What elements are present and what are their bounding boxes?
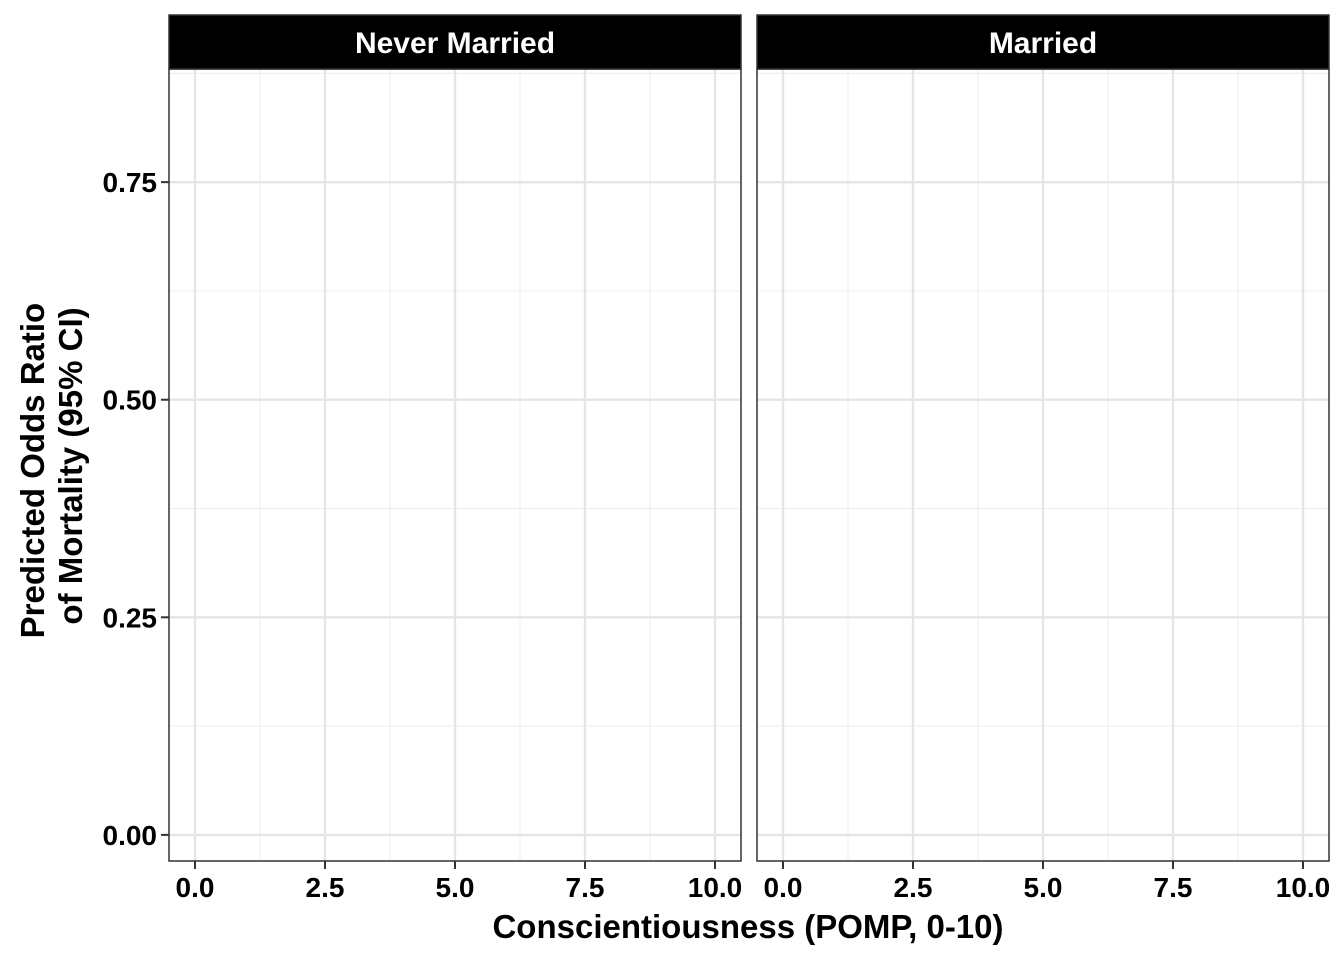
x-tick-label: 5.0	[1024, 872, 1063, 903]
facet-panel-0: Never Married	[168, 14, 742, 862]
y-axis: 0.00 0.25 0.50 0.75	[103, 167, 169, 851]
x-axis-title: Conscientiousness (POMP, 0-10)	[492, 908, 1003, 945]
x-tick-label: 10.0	[688, 872, 743, 903]
x-tick-label: 2.5	[306, 872, 345, 903]
x-tick-label: 7.5	[1154, 872, 1193, 903]
facet-panel-1: Married	[756, 14, 1330, 862]
y-axis-title: Predicted Odds Ratio of Mortality (95% C…	[14, 294, 89, 639]
facet-strip-label: Married	[989, 27, 1097, 60]
y-tick-label: 0.50	[103, 385, 158, 416]
facet-strip	[168, 14, 742, 70]
y-tick-label: 0.00	[103, 820, 158, 851]
x-tick-label: 10.0	[1276, 872, 1331, 903]
x-tick-label: 7.5	[566, 872, 605, 903]
facet-panels: Never Married Married	[168, 14, 1330, 862]
x-tick-label: 0.0	[176, 872, 215, 903]
x-tick-label: 0.0	[764, 872, 803, 903]
x-axes: 0.0 2.5 5.0 7.5 10.0 0.0 2.5 5.0 7.5 10.0	[176, 861, 1331, 903]
y-axis-title-line-2: of Mortality (95% CI)	[52, 307, 89, 624]
x-tick-label: 2.5	[894, 872, 933, 903]
y-axis-title-line-1: Predicted Odds Ratio	[14, 303, 51, 639]
y-tick-label: 0.75	[103, 167, 158, 198]
facet-strip-label: Never Married	[355, 27, 555, 60]
facet-strip	[756, 14, 1330, 70]
y-tick-label: 0.25	[103, 602, 158, 633]
x-tick-label: 5.0	[436, 872, 475, 903]
